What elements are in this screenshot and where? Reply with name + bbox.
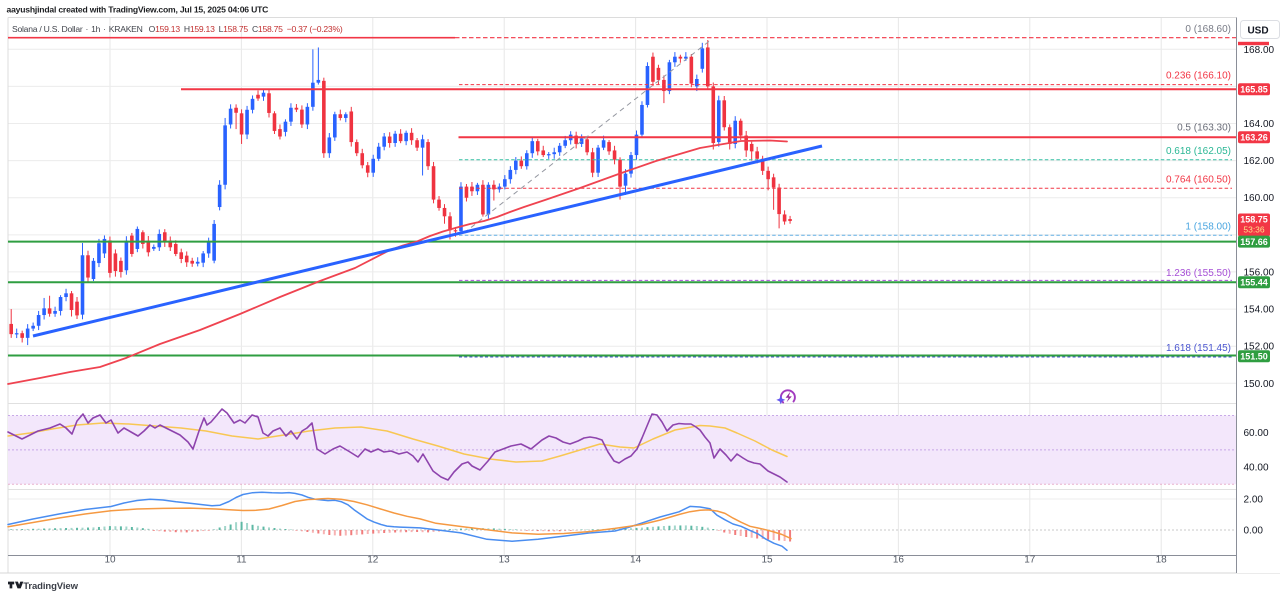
svg-text:0.764 (160.50): 0.764 (160.50) <box>1166 174 1231 185</box>
svg-text:60.00: 60.00 <box>1244 428 1269 439</box>
svg-text:0.00: 0.00 <box>1244 526 1264 537</box>
svg-text:154.00: 154.00 <box>1244 305 1275 316</box>
svg-text:1 (158.00): 1 (158.00) <box>1185 221 1231 232</box>
svg-text:14: 14 <box>630 555 642 566</box>
svg-text:11: 11 <box>236 555 247 566</box>
svg-text:163.26: 163.26 <box>1240 132 1268 142</box>
svg-text:1.236 (155.50): 1.236 (155.50) <box>1166 268 1231 279</box>
svg-text:18: 18 <box>1156 555 1168 566</box>
svg-text:158.75: 158.75 <box>1240 215 1268 225</box>
svg-text:151.50: 151.50 <box>1240 352 1268 362</box>
svg-text:0.618 (162.05): 0.618 (162.05) <box>1166 146 1231 157</box>
svg-text:Solana / U.S. Dollar·1h·KRAKEN: Solana / U.S. Dollar · 1h · KRAKEN O159.13 H15… <box>12 24 343 34</box>
svg-text:157.66: 157.66 <box>1240 237 1268 247</box>
svg-text:0 (168.60): 0 (168.60) <box>1185 24 1231 35</box>
svg-text:16: 16 <box>893 555 905 566</box>
svg-text:40.00: 40.00 <box>1244 463 1269 474</box>
svg-text:USD: USD <box>1247 25 1268 36</box>
svg-text:10: 10 <box>104 555 116 566</box>
svg-text:152.00: 152.00 <box>1244 342 1275 353</box>
svg-text:155.44: 155.44 <box>1240 278 1268 288</box>
svg-text:17: 17 <box>1024 555 1036 566</box>
svg-text:150.00: 150.00 <box>1244 379 1275 390</box>
svg-text:aayushjindal created with Trad: aayushjindal created with TradingView.co… <box>7 5 269 15</box>
svg-text:156.00: 156.00 <box>1244 267 1275 278</box>
svg-text:164.00: 164.00 <box>1244 119 1275 130</box>
svg-text:165.85: 165.85 <box>1240 84 1268 94</box>
svg-text:2.00: 2.00 <box>1244 495 1264 506</box>
svg-text:TradingView: TradingView <box>23 581 78 592</box>
svg-text:160.00: 160.00 <box>1244 193 1275 204</box>
svg-text:162.00: 162.00 <box>1244 156 1275 167</box>
svg-text:0.5 (163.30): 0.5 (163.30) <box>1177 123 1231 134</box>
svg-text:53:36: 53:36 <box>1243 225 1265 235</box>
svg-text:15: 15 <box>761 555 773 566</box>
svg-text:12: 12 <box>367 555 379 566</box>
svg-text:0.236 (166.10): 0.236 (166.10) <box>1166 71 1231 82</box>
svg-text:1.618 (151.45): 1.618 (151.45) <box>1166 343 1231 354</box>
svg-text:13: 13 <box>499 555 511 566</box>
svg-text:168.00: 168.00 <box>1244 45 1275 56</box>
